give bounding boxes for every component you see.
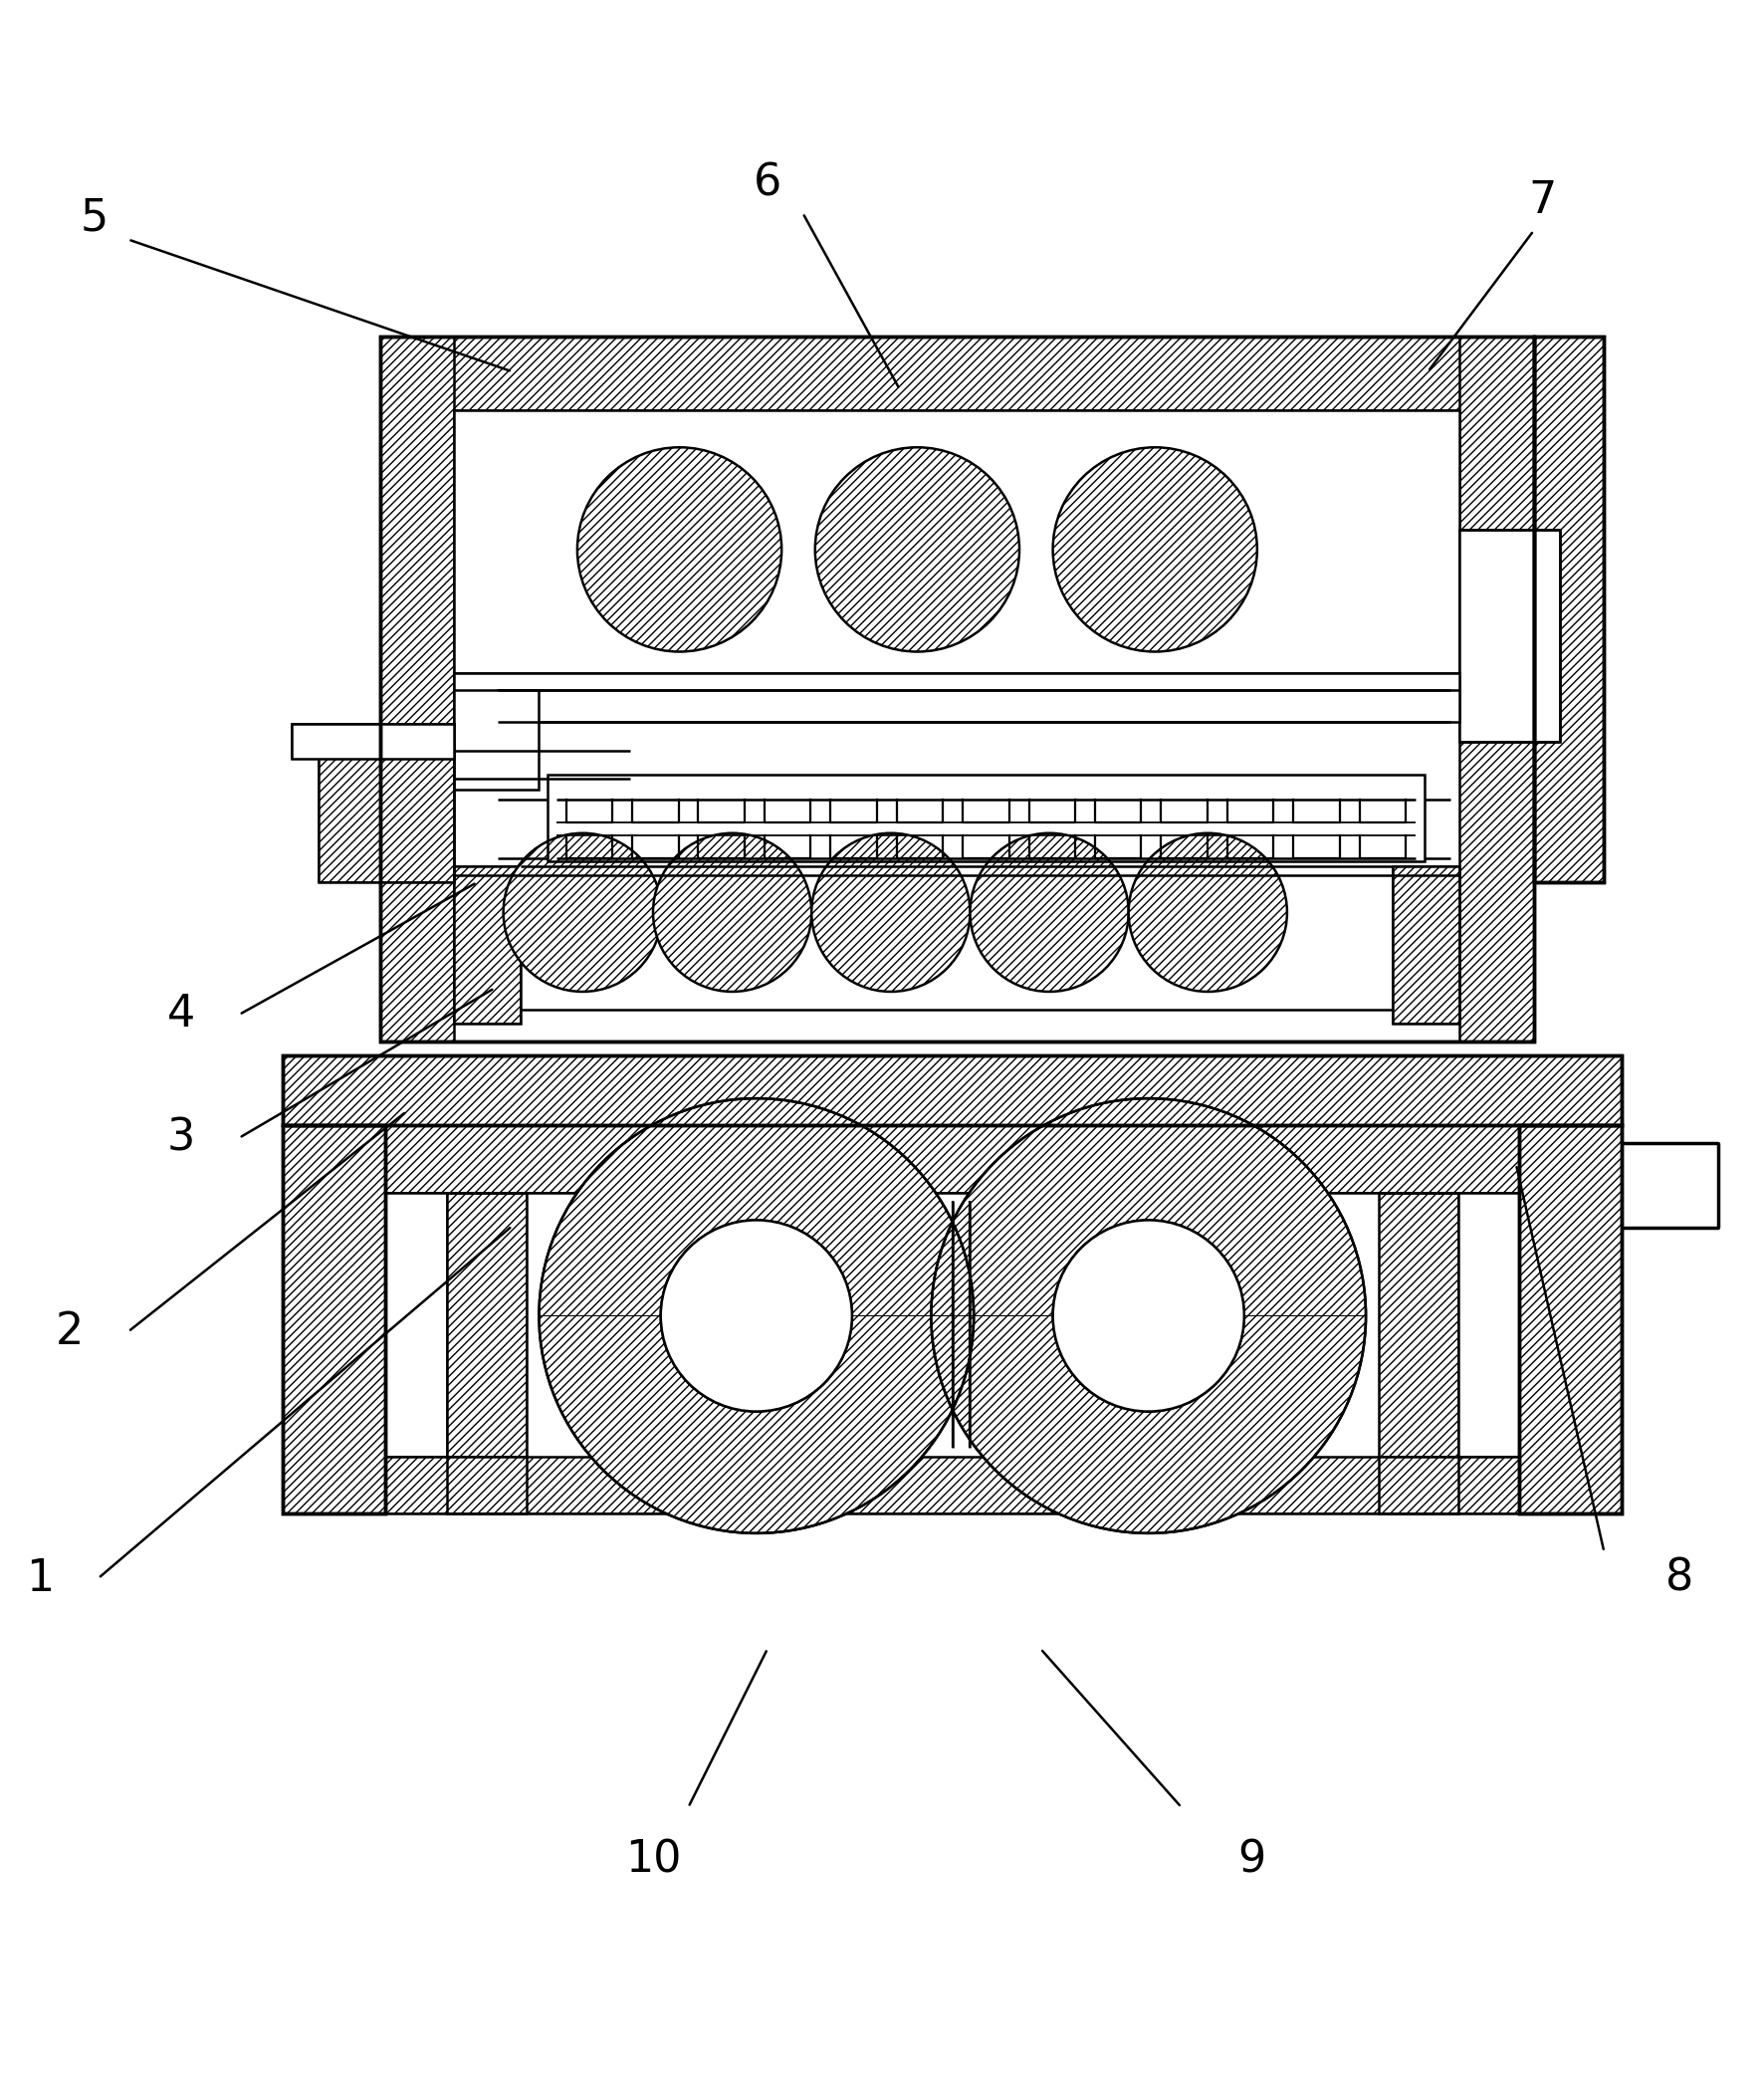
Bar — [1621, 1143, 1718, 1228]
Bar — [1459, 531, 1559, 741]
Bar — [547, 775, 1425, 862]
Bar — [385, 1126, 1519, 1193]
Wedge shape — [931, 1099, 1365, 1316]
Bar — [379, 337, 1533, 410]
Bar — [385, 1126, 1519, 1193]
Bar — [293, 725, 453, 760]
Text: 8: 8 — [1665, 1557, 1693, 1599]
Bar — [1519, 1126, 1621, 1514]
Bar — [446, 1193, 526, 1514]
Bar — [1394, 866, 1459, 1024]
Bar — [1533, 337, 1603, 883]
Circle shape — [1053, 448, 1258, 652]
Bar — [319, 725, 453, 883]
Bar — [526, 1193, 1379, 1457]
Text: 5: 5 — [81, 198, 109, 239]
Bar — [293, 725, 453, 760]
Circle shape — [577, 448, 781, 652]
Text: 2: 2 — [56, 1310, 85, 1353]
Bar — [453, 410, 1459, 672]
Text: 3: 3 — [168, 1116, 196, 1160]
Text: 7: 7 — [1528, 179, 1556, 223]
Bar — [379, 337, 1533, 1041]
Bar — [1379, 1193, 1457, 1514]
Bar — [446, 1193, 526, 1514]
Wedge shape — [540, 1316, 974, 1532]
Wedge shape — [931, 1316, 1365, 1532]
Bar — [284, 1056, 1621, 1126]
Circle shape — [503, 833, 662, 991]
Bar — [1394, 866, 1459, 1024]
Bar — [1519, 1126, 1621, 1514]
Circle shape — [1053, 1220, 1244, 1412]
Circle shape — [662, 1220, 852, 1412]
Bar — [284, 1056, 1621, 1126]
Wedge shape — [540, 1099, 974, 1316]
Bar — [453, 691, 538, 789]
Text: 4: 4 — [168, 993, 196, 1037]
Bar — [385, 1457, 1519, 1514]
Bar — [1459, 337, 1533, 1041]
Bar — [453, 866, 520, 1024]
Bar — [1379, 1193, 1457, 1514]
Bar — [453, 672, 1459, 697]
Bar — [284, 1126, 385, 1514]
Circle shape — [662, 1220, 852, 1412]
Bar — [379, 337, 1533, 1041]
Circle shape — [653, 833, 811, 991]
Text: 6: 6 — [753, 162, 781, 204]
Bar — [319, 725, 453, 883]
Bar — [1533, 337, 1603, 883]
Bar — [497, 691, 1459, 722]
Wedge shape — [931, 1099, 1365, 1316]
Circle shape — [970, 833, 1129, 991]
Circle shape — [1053, 1220, 1244, 1412]
Bar — [453, 866, 520, 1024]
Bar — [284, 1126, 385, 1514]
Wedge shape — [540, 1099, 974, 1316]
Wedge shape — [931, 1316, 1365, 1532]
Bar — [284, 1056, 1621, 1126]
Bar — [284, 1126, 385, 1514]
Bar — [385, 1457, 1519, 1514]
Text: 1: 1 — [26, 1557, 55, 1599]
Circle shape — [662, 1220, 852, 1412]
Bar — [379, 337, 453, 1041]
Bar — [453, 691, 538, 789]
Bar — [1519, 1126, 1621, 1514]
Circle shape — [1053, 1220, 1244, 1412]
Wedge shape — [540, 1316, 974, 1532]
Circle shape — [811, 833, 970, 991]
Circle shape — [815, 448, 1020, 652]
Circle shape — [1129, 833, 1288, 991]
Bar — [1533, 337, 1603, 883]
Text: 10: 10 — [624, 1838, 681, 1882]
Text: 9: 9 — [1238, 1838, 1267, 1882]
